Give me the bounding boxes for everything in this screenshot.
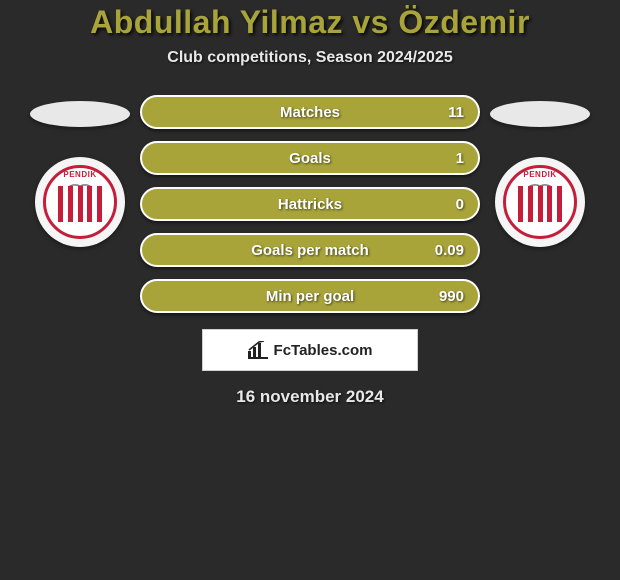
right-player-column: PENDIK <box>480 95 600 247</box>
stat-value-right: 0 <box>456 196 464 213</box>
subtitle: Club competitions, Season 2024/2025 <box>0 49 620 67</box>
stat-bar-hattricks: Hattricks 0 <box>140 187 480 221</box>
right-player-avatar-placeholder <box>490 101 590 127</box>
branding-box[interactable]: FcTables.com <box>202 329 418 371</box>
stat-bar-goals: Goals 1 <box>140 141 480 175</box>
left-club-badge: PENDIK <box>35 157 125 247</box>
date-line: 16 november 2024 <box>0 387 620 407</box>
stat-label: Matches <box>280 104 340 121</box>
pendik-badge-icon: PENDIK <box>43 165 117 239</box>
stat-label: Hattricks <box>278 196 342 213</box>
badge-club-name: PENDIK <box>46 170 114 179</box>
comparison-card: Abdullah Yilmaz vs Özdemir Club competit… <box>0 0 620 407</box>
right-club-badge: PENDIK <box>495 157 585 247</box>
bar-chart-icon <box>248 341 268 359</box>
branding-text: FcTables.com <box>274 342 373 359</box>
stat-value-right: 11 <box>448 104 464 121</box>
stat-bar-goals-per-match: Goals per match 0.09 <box>140 233 480 267</box>
stat-value-right: 990 <box>439 288 464 305</box>
left-player-column: PENDIK <box>20 95 140 247</box>
badge-club-name: PENDIK <box>506 170 574 179</box>
stats-column: Matches 11 Goals 1 Hattricks 0 Goals per… <box>140 95 480 313</box>
stat-label: Goals per match <box>251 242 369 259</box>
stat-label: Goals <box>289 150 331 167</box>
stat-bar-min-per-goal: Min per goal 990 <box>140 279 480 313</box>
left-player-avatar-placeholder <box>30 101 130 127</box>
badge-stripes-icon <box>518 186 562 222</box>
stat-value-right: 1 <box>456 150 464 167</box>
stat-bar-matches: Matches 11 <box>140 95 480 129</box>
stat-value-right: 0.09 <box>435 242 464 259</box>
stat-label: Min per goal <box>266 288 354 305</box>
badge-stripes-icon <box>58 186 102 222</box>
fctables-logo: FcTables.com <box>248 341 373 359</box>
main-row: PENDIK Matches 11 Goals 1 <box>0 95 620 313</box>
pendik-badge-icon: PENDIK <box>503 165 577 239</box>
page-title: Abdullah Yilmaz vs Özdemir <box>0 4 620 41</box>
